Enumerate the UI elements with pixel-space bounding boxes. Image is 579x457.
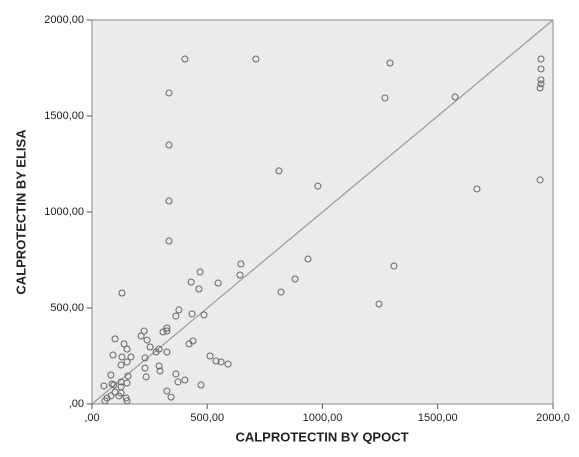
point (275, 167, 283, 175)
point (156, 367, 164, 375)
point (217, 358, 225, 366)
point (163, 327, 171, 335)
point (189, 337, 197, 345)
point (127, 353, 135, 361)
point (111, 388, 119, 396)
point (117, 378, 125, 386)
point (118, 353, 126, 361)
point (159, 328, 167, 336)
x-tick-label: 2000,0 (536, 412, 570, 424)
point (137, 332, 145, 340)
point (110, 381, 118, 389)
x-tick-label: 1500,00 (418, 412, 458, 424)
point (224, 360, 232, 368)
point (175, 306, 183, 314)
point (375, 300, 383, 308)
point (451, 93, 459, 101)
point (237, 260, 245, 268)
point (118, 289, 126, 297)
point (214, 279, 222, 287)
point (142, 373, 150, 381)
point (536, 84, 544, 92)
point (536, 176, 544, 184)
point (197, 381, 205, 389)
x-tick-label: 500,00 (190, 412, 224, 424)
point (107, 371, 115, 379)
point (163, 387, 171, 395)
point (141, 354, 149, 362)
point (167, 393, 175, 401)
point (174, 378, 182, 386)
point (109, 351, 117, 359)
y-tick-label: 2000,00 (44, 14, 84, 26)
point (277, 288, 285, 296)
point (107, 392, 115, 400)
point (123, 397, 131, 405)
point (537, 55, 545, 63)
point (163, 348, 171, 356)
point (314, 182, 322, 190)
point (196, 268, 204, 276)
point (386, 59, 394, 67)
y-tick-label: 1000,00 (44, 206, 84, 218)
point (181, 376, 189, 384)
point (195, 285, 203, 293)
point (212, 357, 220, 365)
point (252, 55, 260, 63)
y-tick-label: ,00 (69, 398, 84, 410)
y-tick-label: 500,00 (50, 302, 84, 314)
point (143, 336, 151, 344)
point (206, 352, 214, 360)
point (165, 237, 173, 245)
x-axis-title: CALPROTECTIN BY QPOCT (235, 429, 408, 444)
point (537, 65, 545, 73)
point (111, 335, 119, 343)
point (236, 271, 244, 279)
point (140, 327, 148, 335)
point (537, 76, 545, 84)
x-tick-label: 1000,00 (303, 412, 343, 424)
point (122, 394, 130, 402)
point (146, 343, 154, 351)
point (172, 370, 180, 378)
point (124, 372, 132, 380)
y-axis-title: CALPROTECTIN BY ELISA (13, 129, 28, 295)
point (163, 324, 171, 332)
point (187, 278, 195, 286)
point (291, 275, 299, 283)
point (390, 262, 398, 270)
point (165, 89, 173, 97)
point (141, 364, 149, 372)
point (100, 382, 108, 390)
point (123, 345, 131, 353)
reference-line (91, 19, 554, 405)
point (181, 55, 189, 63)
point (200, 311, 208, 319)
point (155, 362, 163, 370)
point (381, 94, 389, 102)
point (165, 141, 173, 149)
point (165, 197, 173, 205)
point (115, 392, 123, 400)
point (172, 312, 180, 320)
point (304, 255, 312, 263)
y-tick-label: 1500,00 (44, 110, 84, 122)
x-tick-label: ,00 (84, 412, 99, 424)
point (123, 358, 131, 366)
point (120, 340, 128, 348)
point (152, 348, 160, 356)
point (473, 185, 481, 193)
point (101, 397, 109, 405)
point (188, 310, 196, 318)
point (537, 80, 545, 88)
point (117, 361, 125, 369)
